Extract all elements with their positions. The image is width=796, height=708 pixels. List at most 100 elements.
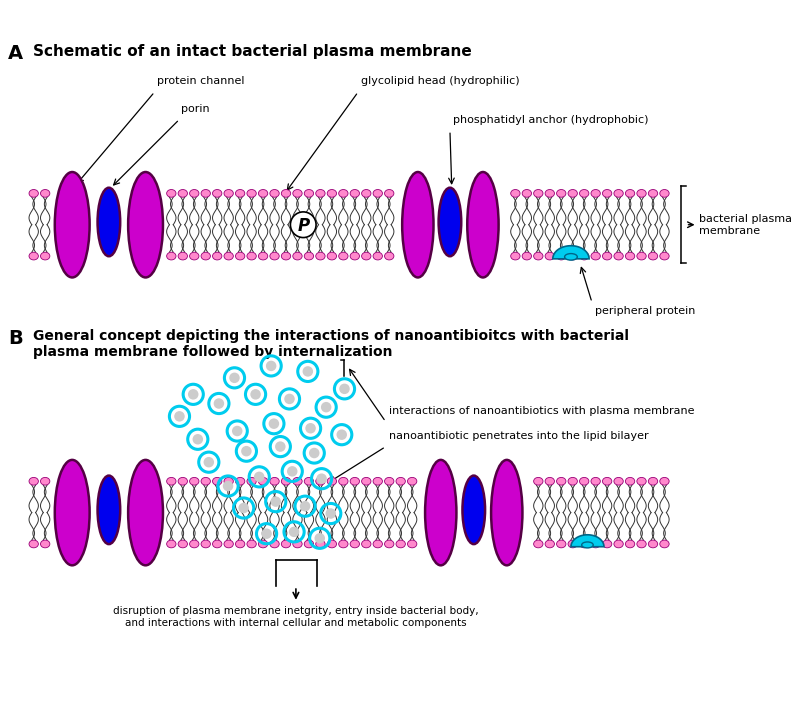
Ellipse shape	[224, 540, 233, 548]
Ellipse shape	[579, 252, 589, 260]
Circle shape	[275, 441, 286, 452]
Ellipse shape	[462, 476, 485, 544]
Ellipse shape	[614, 540, 623, 548]
Ellipse shape	[361, 540, 371, 548]
Ellipse shape	[637, 477, 646, 485]
Ellipse shape	[247, 190, 256, 198]
Text: bacterial plasma
membrane: bacterial plasma membrane	[700, 214, 792, 236]
Circle shape	[289, 527, 299, 537]
Ellipse shape	[603, 252, 612, 260]
Ellipse shape	[439, 188, 461, 256]
Ellipse shape	[614, 477, 623, 485]
Ellipse shape	[396, 540, 405, 548]
Ellipse shape	[626, 477, 634, 485]
Ellipse shape	[247, 252, 256, 260]
Ellipse shape	[304, 190, 314, 198]
Ellipse shape	[236, 190, 245, 198]
Ellipse shape	[236, 252, 245, 260]
Text: A: A	[8, 44, 23, 63]
Ellipse shape	[350, 540, 360, 548]
Ellipse shape	[568, 540, 577, 548]
Ellipse shape	[425, 460, 456, 565]
Ellipse shape	[660, 190, 669, 198]
Ellipse shape	[545, 190, 555, 198]
Circle shape	[229, 372, 240, 383]
Ellipse shape	[511, 190, 520, 198]
Ellipse shape	[247, 477, 256, 485]
Ellipse shape	[467, 172, 498, 278]
Ellipse shape	[522, 190, 532, 198]
Circle shape	[266, 360, 276, 371]
Ellipse shape	[350, 252, 360, 260]
Circle shape	[287, 466, 298, 476]
Circle shape	[306, 423, 316, 433]
Ellipse shape	[178, 540, 188, 548]
Circle shape	[302, 366, 313, 377]
Ellipse shape	[648, 190, 657, 198]
Ellipse shape	[166, 477, 176, 485]
Ellipse shape	[384, 252, 394, 260]
Ellipse shape	[327, 252, 337, 260]
Circle shape	[188, 389, 198, 399]
Ellipse shape	[533, 477, 543, 485]
Ellipse shape	[373, 540, 382, 548]
Ellipse shape	[660, 540, 669, 548]
Circle shape	[261, 528, 271, 539]
Circle shape	[193, 434, 203, 445]
Ellipse shape	[533, 252, 543, 260]
Ellipse shape	[637, 252, 646, 260]
Ellipse shape	[189, 252, 199, 260]
Ellipse shape	[545, 477, 555, 485]
Ellipse shape	[626, 540, 634, 548]
Ellipse shape	[201, 252, 210, 260]
Ellipse shape	[178, 190, 188, 198]
Ellipse shape	[304, 477, 314, 485]
Text: P: P	[297, 217, 310, 234]
Ellipse shape	[201, 540, 210, 548]
Ellipse shape	[304, 540, 314, 548]
Ellipse shape	[213, 477, 222, 485]
Circle shape	[232, 426, 243, 436]
Ellipse shape	[338, 252, 348, 260]
Circle shape	[339, 384, 349, 394]
Ellipse shape	[270, 190, 279, 198]
Ellipse shape	[556, 477, 566, 485]
Ellipse shape	[361, 477, 371, 485]
Ellipse shape	[350, 190, 360, 198]
Ellipse shape	[568, 252, 577, 260]
Ellipse shape	[98, 476, 120, 544]
Ellipse shape	[316, 252, 325, 260]
Ellipse shape	[166, 540, 176, 548]
Ellipse shape	[29, 252, 38, 260]
Ellipse shape	[281, 252, 291, 260]
Ellipse shape	[293, 252, 302, 260]
Ellipse shape	[614, 190, 623, 198]
Ellipse shape	[564, 253, 577, 260]
Ellipse shape	[41, 190, 50, 198]
Circle shape	[213, 399, 224, 409]
Ellipse shape	[579, 190, 589, 198]
Circle shape	[316, 474, 327, 484]
Ellipse shape	[189, 540, 199, 548]
Ellipse shape	[556, 252, 566, 260]
Ellipse shape	[384, 190, 394, 198]
Text: nanoantibiotic penetrates into the lipid bilayer: nanoantibiotic penetrates into the lipid…	[388, 431, 648, 441]
Ellipse shape	[55, 172, 90, 278]
Ellipse shape	[327, 190, 337, 198]
Circle shape	[326, 508, 336, 519]
Polygon shape	[571, 535, 604, 547]
Ellipse shape	[568, 190, 577, 198]
Ellipse shape	[591, 190, 600, 198]
Ellipse shape	[41, 540, 50, 548]
Ellipse shape	[545, 252, 555, 260]
Ellipse shape	[224, 252, 233, 260]
Ellipse shape	[213, 190, 222, 198]
Circle shape	[291, 212, 316, 238]
Ellipse shape	[637, 190, 646, 198]
Ellipse shape	[408, 540, 417, 548]
Ellipse shape	[166, 252, 176, 260]
Ellipse shape	[316, 190, 325, 198]
Ellipse shape	[582, 542, 593, 548]
Ellipse shape	[626, 190, 634, 198]
Ellipse shape	[270, 540, 279, 548]
